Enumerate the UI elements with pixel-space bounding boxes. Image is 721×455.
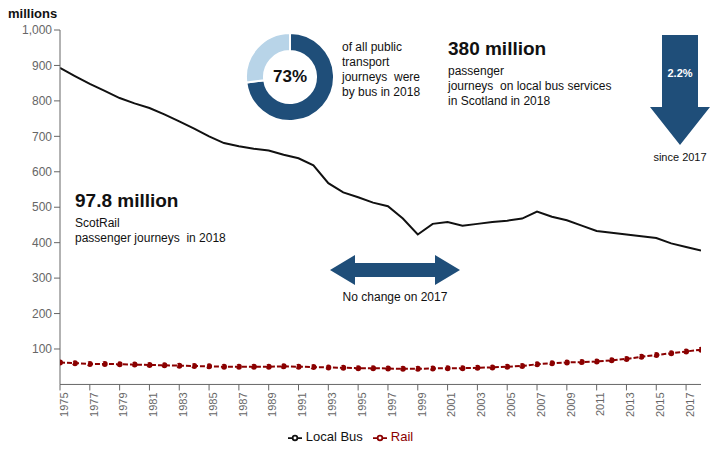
svg-text:700: 700 — [32, 130, 52, 144]
svg-text:200: 200 — [32, 307, 52, 321]
html-text:passenger journeys on local bu: passenger journeys on local bus services… — [448, 64, 612, 108]
html-text:73%: 73% — [273, 67, 307, 86]
html-text:of all public transport journe: of all public transport journeys were by… — [342, 40, 421, 99]
svg-text:600: 600 — [32, 165, 52, 179]
html-text:Rail: Rail — [390, 429, 414, 445]
svg-text:1,000: 1,000 — [22, 23, 52, 37]
svg-text:1983: 1983 — [177, 392, 189, 416]
svg-text:1979: 1979 — [117, 392, 129, 416]
html-text:ScotRail passenger journeys in: ScotRail passenger journeys in 2018 — [75, 216, 226, 245]
svg-text:2015: 2015 — [654, 392, 666, 416]
html-text:No change on 2017: No change on 2017 — [342, 290, 448, 304]
svg-text:2007: 2007 — [535, 392, 547, 416]
svg-text:1981: 1981 — [147, 392, 159, 416]
svg-text:1995: 1995 — [356, 392, 368, 416]
html-text:97.8 million: 97.8 million — [75, 190, 179, 211]
svg-text:2013: 2013 — [624, 392, 636, 416]
svg-text:2.2%: 2.2% — [667, 67, 692, 79]
svg-text:2001: 2001 — [445, 392, 457, 416]
html-text:millions: millions — [8, 6, 58, 21]
svg-text:1977: 1977 — [88, 392, 100, 416]
svg-text:2009: 2009 — [565, 392, 577, 416]
svg-text:2005: 2005 — [505, 392, 517, 416]
svg-text:2003: 2003 — [475, 392, 487, 416]
html-text:since 2017: since 2017 — [653, 151, 707, 163]
svg-text:2017: 2017 — [684, 392, 696, 416]
svg-text:1999: 1999 — [416, 392, 428, 416]
svg-text:900: 900 — [32, 59, 52, 73]
svg-text:1987: 1987 — [237, 392, 249, 416]
svg-text:400: 400 — [32, 236, 52, 250]
svg-text:1975: 1975 — [58, 392, 70, 416]
svg-text:800: 800 — [32, 94, 52, 108]
svg-text:500: 500 — [32, 200, 52, 214]
svg-text:100: 100 — [32, 342, 52, 356]
svg-text:300: 300 — [32, 271, 52, 285]
svg-text:1985: 1985 — [207, 392, 219, 416]
svg-text:1989: 1989 — [267, 392, 279, 416]
svg-text:2011: 2011 — [594, 392, 606, 416]
html-text:Local Bus: Local Bus — [305, 429, 363, 445]
svg-text:1997: 1997 — [386, 392, 398, 416]
svg-text:1991: 1991 — [296, 392, 308, 416]
svg-text:1993: 1993 — [326, 392, 338, 416]
html-text:380 million: 380 million — [448, 38, 547, 59]
